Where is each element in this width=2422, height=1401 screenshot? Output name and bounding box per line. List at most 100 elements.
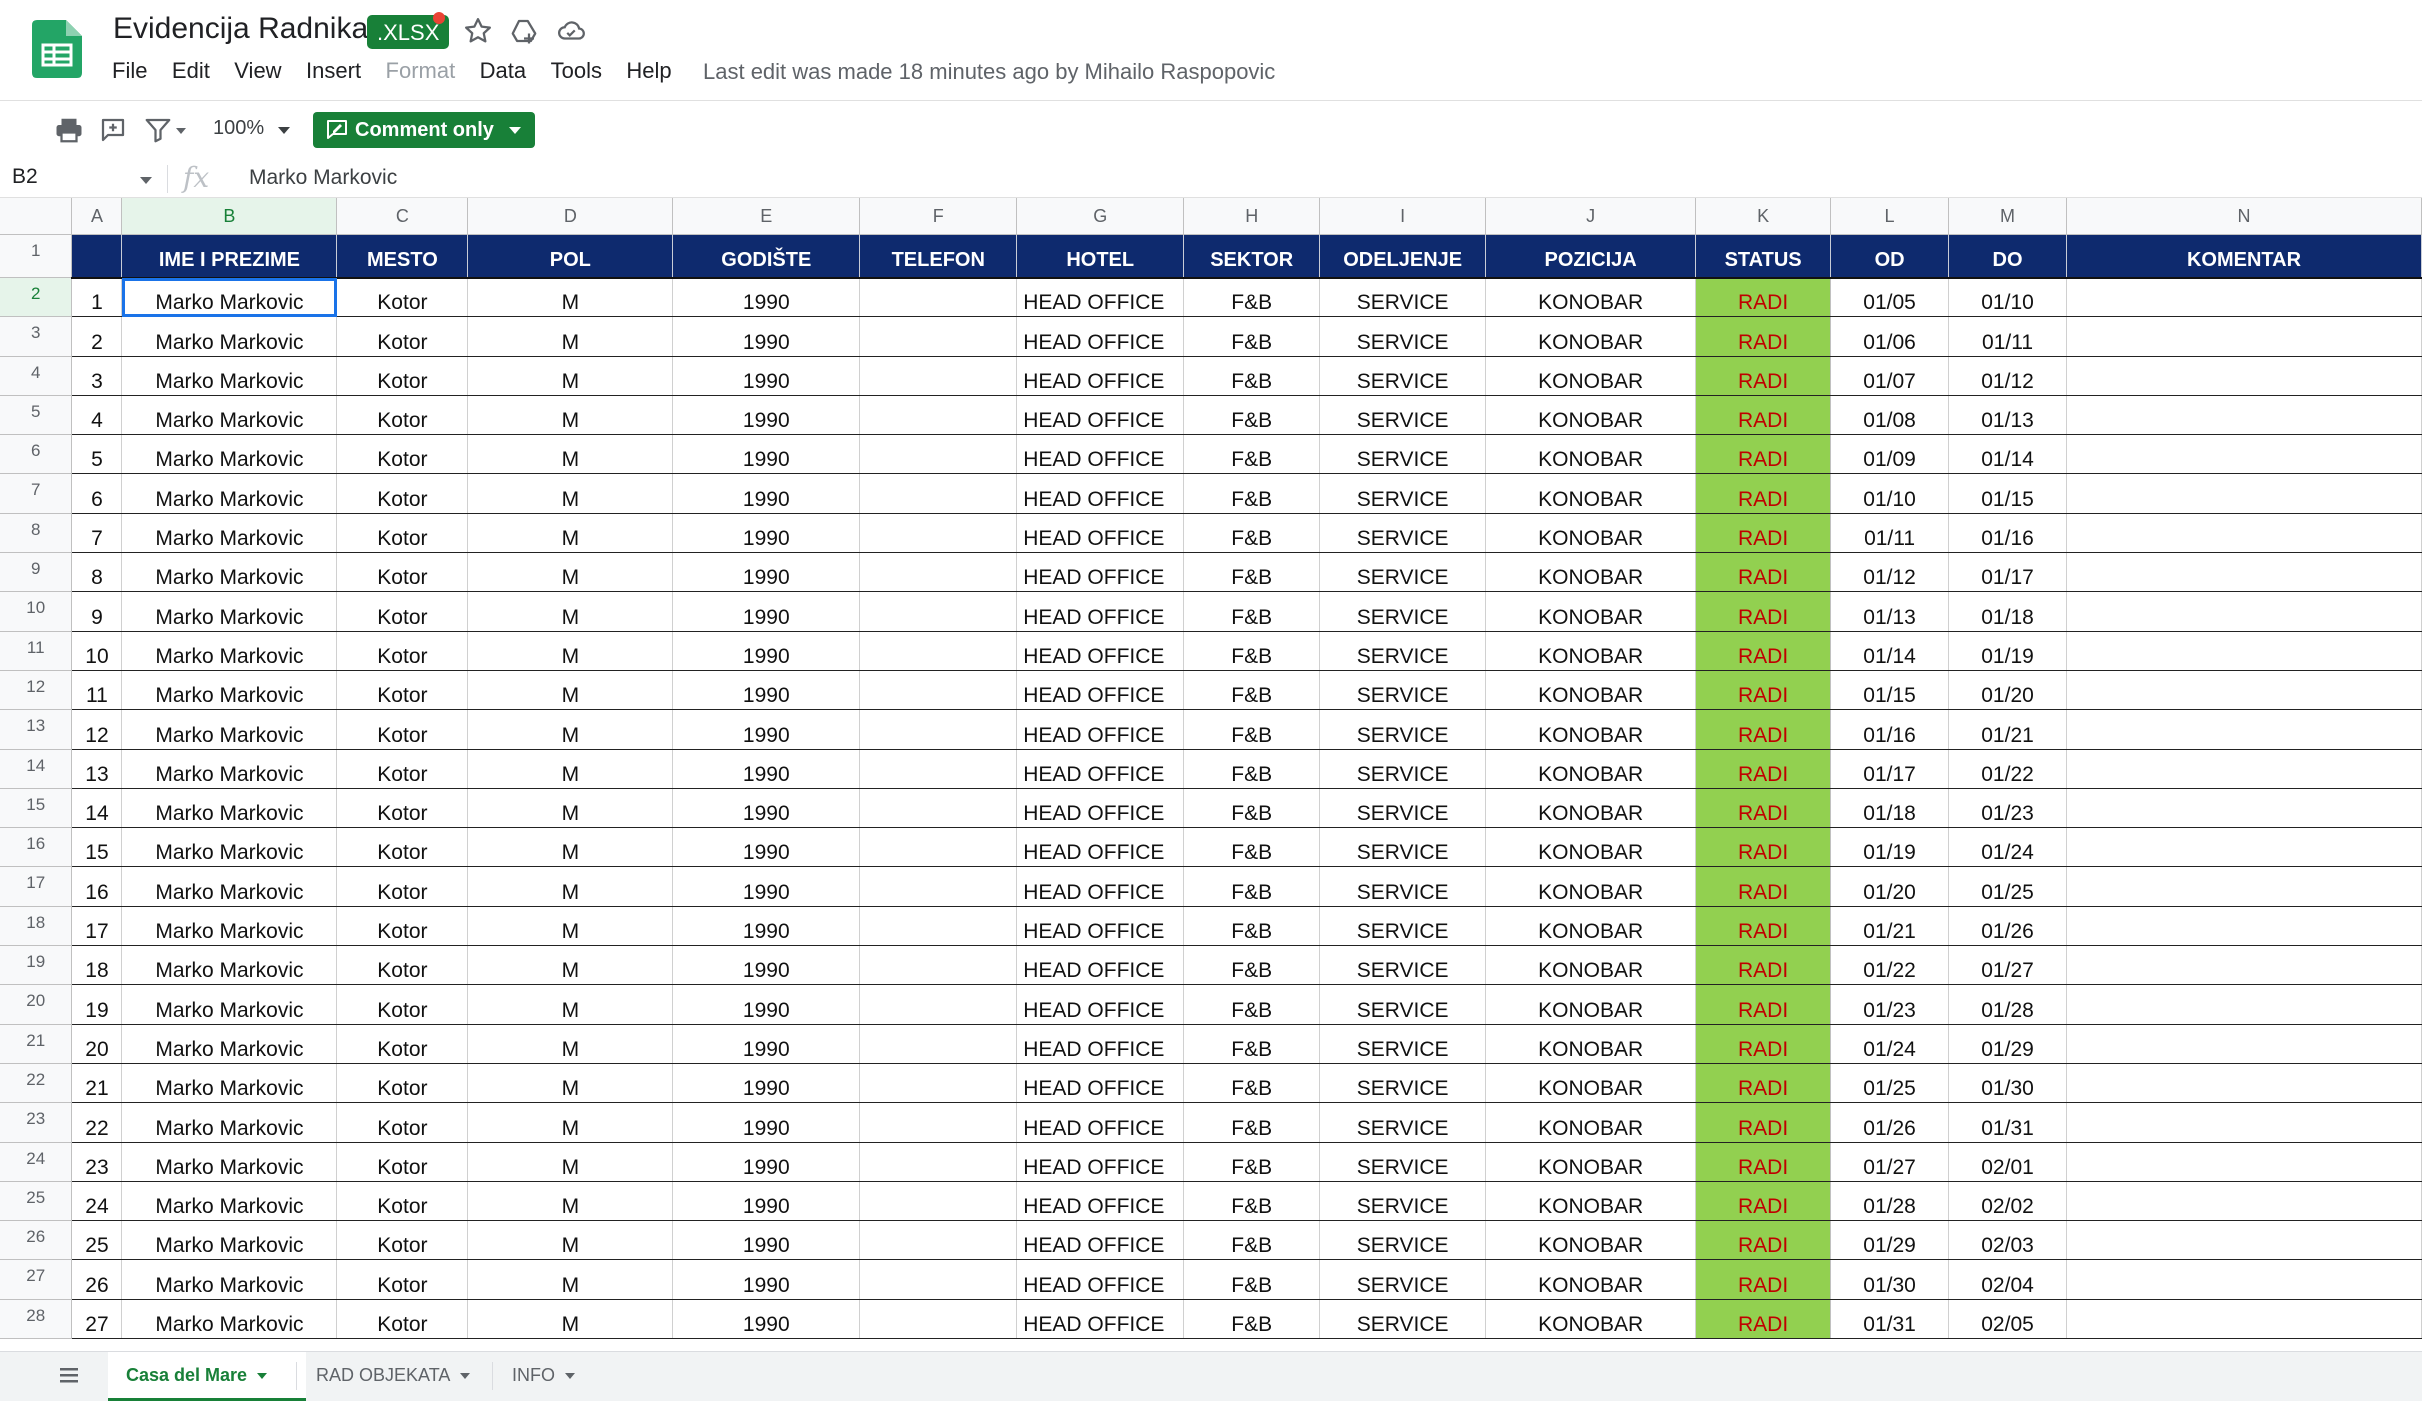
column-header-j[interactable]: J: [1485, 198, 1697, 235]
cell-g[interactable]: HEAD OFFICE: [1016, 473, 1185, 514]
cell-n[interactable]: [2066, 1299, 2422, 1340]
cell-i[interactable]: SERVICE: [1319, 277, 1487, 318]
cell-e[interactable]: 1990: [672, 1063, 861, 1104]
cell-g[interactable]: HEAD OFFICE: [1016, 827, 1185, 868]
cell-m[interactable]: 01/24: [1948, 827, 2068, 868]
name-box[interactable]: B2: [12, 165, 38, 188]
cell-j[interactable]: KONOBAR: [1485, 827, 1697, 868]
cell-l[interactable]: 01/05: [1830, 277, 1950, 318]
cell-c[interactable]: Kotor: [336, 631, 469, 671]
cell-c[interactable]: Kotor: [336, 434, 469, 475]
menu-help[interactable]: Help: [626, 58, 672, 83]
cell-f[interactable]: [859, 827, 1018, 868]
cell-n[interactable]: [2066, 316, 2422, 357]
cell-j[interactable]: KONOBAR: [1485, 513, 1697, 554]
cell-n[interactable]: [2066, 945, 2422, 986]
cell-b[interactable]: Marko Markovic: [121, 788, 338, 829]
cell-g[interactable]: HEAD OFFICE: [1016, 1220, 1185, 1261]
cell-a[interactable]: 2: [71, 316, 123, 357]
row-header[interactable]: 9: [0, 552, 73, 593]
sheet-tab-rad-objekata[interactable]: RAD OBJEKATA: [298, 1352, 496, 1398]
cell-d[interactable]: M: [467, 827, 674, 868]
cell-b[interactable]: Marko Markovic: [121, 749, 338, 789]
cell-n[interactable]: [2066, 434, 2422, 475]
row-header[interactable]: 21: [0, 1024, 73, 1064]
cell-j[interactable]: KONOBAR: [1485, 945, 1697, 986]
cell-a[interactable]: 12: [71, 709, 123, 750]
cell-h[interactable]: F&B: [1183, 513, 1321, 554]
cell-d[interactable]: M: [467, 591, 674, 632]
cell-a[interactable]: 13: [71, 749, 123, 789]
cell-m[interactable]: 01/19: [1948, 631, 2068, 671]
cell-d[interactable]: M: [467, 1063, 674, 1104]
cell-f[interactable]: [859, 1299, 1018, 1340]
row-header[interactable]: 22: [0, 1063, 73, 1104]
cell-e[interactable]: 1990: [672, 552, 861, 593]
filter-icon[interactable]: [143, 115, 173, 145]
cell-d[interactable]: M: [467, 1299, 674, 1340]
row-header[interactable]: 18: [0, 906, 73, 947]
cell-b[interactable]: Marko Markovic: [121, 709, 338, 750]
cell-b[interactable]: Marko Markovic: [121, 277, 338, 318]
header-cell[interactable]: ODELJENJE: [1319, 234, 1487, 279]
column-header-f[interactable]: F: [859, 198, 1018, 235]
cell-l[interactable]: 01/17: [1830, 749, 1950, 789]
cell-k[interactable]: RADI: [1695, 473, 1832, 514]
cell-n[interactable]: [2066, 591, 2422, 632]
cell-g[interactable]: HEAD OFFICE: [1016, 1181, 1185, 1222]
cell-d[interactable]: M: [467, 1102, 674, 1143]
cell-c[interactable]: Kotor: [336, 945, 469, 986]
cell-i[interactable]: SERVICE: [1319, 1102, 1487, 1143]
row-header[interactable]: 25: [0, 1181, 73, 1222]
cell-e[interactable]: 1990: [672, 1102, 861, 1143]
column-header-l[interactable]: L: [1830, 198, 1950, 235]
cell-a[interactable]: 4: [71, 395, 123, 436]
cell-b[interactable]: Marko Markovic: [121, 827, 338, 868]
cell-h[interactable]: F&B: [1183, 1259, 1321, 1300]
cell-g[interactable]: HEAD OFFICE: [1016, 749, 1185, 789]
cell-k[interactable]: RADI: [1695, 356, 1832, 396]
cell-a[interactable]: 24: [71, 1181, 123, 1222]
row-header[interactable]: 7: [0, 473, 73, 514]
cell-h[interactable]: F&B: [1183, 1299, 1321, 1340]
header-cell[interactable]: POL: [467, 234, 674, 279]
cell-h[interactable]: F&B: [1183, 591, 1321, 632]
cell-b[interactable]: Marko Markovic: [121, 552, 338, 593]
cell-j[interactable]: KONOBAR: [1485, 1299, 1697, 1340]
cell-d[interactable]: M: [467, 356, 674, 396]
cell-f[interactable]: [859, 788, 1018, 829]
row-header[interactable]: 27: [0, 1259, 73, 1300]
cell-k[interactable]: RADI: [1695, 434, 1832, 475]
cell-n[interactable]: [2066, 670, 2422, 711]
cell-m[interactable]: 01/10: [1948, 277, 2068, 318]
cell-h[interactable]: F&B: [1183, 788, 1321, 829]
cell-l[interactable]: 01/27: [1830, 1142, 1950, 1182]
column-header-h[interactable]: H: [1183, 198, 1321, 235]
header-cell[interactable]: SEKTOR: [1183, 234, 1321, 279]
cell-c[interactable]: Kotor: [336, 1063, 469, 1104]
cell-c[interactable]: Kotor: [336, 749, 469, 789]
cell-l[interactable]: 01/30: [1830, 1259, 1950, 1300]
menu-file[interactable]: File: [112, 58, 148, 83]
cell-m[interactable]: 02/03: [1948, 1220, 2068, 1261]
cell-i[interactable]: SERVICE: [1319, 749, 1487, 789]
cell-g[interactable]: HEAD OFFICE: [1016, 709, 1185, 750]
cell-g[interactable]: HEAD OFFICE: [1016, 1063, 1185, 1104]
cell-g[interactable]: HEAD OFFICE: [1016, 395, 1185, 436]
cell-k[interactable]: RADI: [1695, 552, 1832, 593]
cell-e[interactable]: 1990: [672, 473, 861, 514]
cell-n[interactable]: [2066, 906, 2422, 947]
cell-m[interactable]: 02/02: [1948, 1181, 2068, 1222]
cell-g[interactable]: HEAD OFFICE: [1016, 434, 1185, 475]
cell-f[interactable]: [859, 866, 1018, 907]
cell-g[interactable]: HEAD OFFICE: [1016, 984, 1185, 1025]
cell-k[interactable]: RADI: [1695, 1102, 1832, 1143]
cell-b[interactable]: Marko Markovic: [121, 1181, 338, 1222]
cell-f[interactable]: [859, 709, 1018, 750]
cell-e[interactable]: 1990: [672, 395, 861, 436]
cell-k[interactable]: RADI: [1695, 1063, 1832, 1104]
cell-k[interactable]: RADI: [1695, 866, 1832, 907]
cell-h[interactable]: F&B: [1183, 277, 1321, 318]
row-header[interactable]: 2: [0, 277, 73, 318]
